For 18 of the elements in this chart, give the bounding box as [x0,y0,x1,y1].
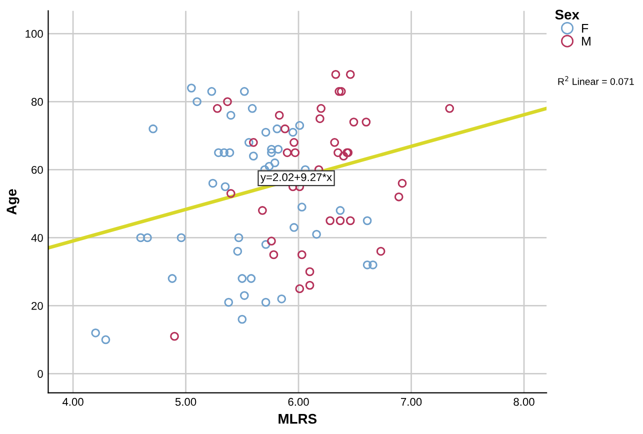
x-axis-title: MLRS [278,414,317,424]
text: R$^{2}$ Linear = 0.071 [558,76,634,85]
legend-label: M [582,36,590,46]
x-tick-label: 6.00 [288,398,309,406]
x-tick-label: 4.00 [62,398,84,406]
y-tick-label: 80 [31,98,43,106]
x-tick-label: 7.00 [401,398,422,406]
x-tick-label: 8.00 [514,398,534,406]
legend-title: Sex [555,10,580,20]
legend-label: F [582,24,588,33]
y-axis-title: Age [6,189,20,215]
x-tick-label: 5.00 [175,398,196,406]
y-tick-label: 0 [38,370,43,378]
y-tick-label: 20 [32,302,43,310]
y-tick-label: 100 [26,30,43,38]
y-tick-label: 60 [32,166,43,174]
annotation: y=2.02+9.27*x [260,173,332,184]
y-tick-label: 40 [31,234,43,242]
